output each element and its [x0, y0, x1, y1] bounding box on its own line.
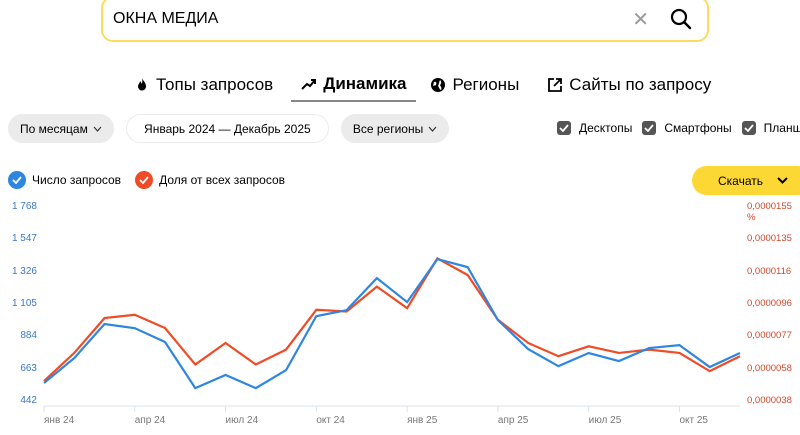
x-tick-label: апр 25	[497, 415, 529, 426]
tab-label: Сайты по запросу	[569, 75, 712, 94]
legend-item-share[interactable]: Доля от всех запросов	[135, 171, 285, 189]
filters: По месяцам Январь 2024 — Декабрь 2025 Вс…	[8, 114, 450, 143]
chart-legend: Число запросов Доля от всех запросов	[8, 171, 285, 189]
series-share-line	[43, 256, 741, 382]
tab-tops[interactable]: Топы запросов	[134, 74, 287, 102]
x-tick-label: янв 25	[407, 415, 438, 426]
checkbox-label: Десктопы	[579, 121, 633, 135]
y-tick-label: 0,0000135	[747, 233, 792, 245]
region-label: Все регионы	[352, 121, 424, 136]
checkbox-desktops[interactable]: Десктопы	[557, 121, 632, 135]
x-tick-label: июл 25	[588, 415, 622, 426]
y-tick-label: 0,0000058	[747, 362, 792, 374]
tabs: Топы запросов Динамика Регионы Сайты по …	[134, 74, 739, 102]
checkbox-label: Планшеты	[763, 121, 800, 135]
legend-item-queries[interactable]: Число запросов	[8, 171, 121, 189]
date-range-picker[interactable]: Январь 2024 — Декабрь 2025	[125, 114, 329, 143]
tab-label: Топы запросов	[156, 75, 274, 94]
y-tick-label: 0,0000155 %	[747, 201, 792, 223]
date-range-label: Январь 2024 — Декабрь 2025	[144, 121, 311, 136]
chevron-down-icon	[428, 126, 437, 132]
y-tick-label: 1 547	[11, 233, 37, 245]
tab-sites[interactable]: Сайты по запросу	[547, 74, 725, 102]
x-tick-label: апр 24	[134, 415, 166, 426]
tab-label: Регионы	[452, 75, 520, 94]
y-tick-label: 1 768	[11, 201, 37, 212]
fire-icon	[138, 78, 146, 91]
x-tick-label: янв 24	[44, 415, 75, 426]
checkbox-tablets[interactable]: Планшеты	[741, 121, 800, 135]
checkbox-checked-icon[interactable]	[741, 121, 756, 135]
y-tick-label: 442	[20, 395, 37, 406]
globe-icon	[431, 78, 446, 92]
download-label: Скачать	[718, 173, 763, 188]
x-tick-label: окт 24	[316, 415, 345, 426]
device-filters: Десктопы Смартфоны Планшеты	[557, 121, 800, 135]
x-tick-label: окт 25	[679, 415, 708, 426]
checkbox-smartphones[interactable]: Смартфоны	[642, 121, 732, 135]
period-group-label: По месяцам	[20, 121, 88, 136]
period-group-select[interactable]: По месяцам	[8, 114, 114, 143]
trend-icon	[301, 79, 317, 90]
external-link-icon	[548, 78, 563, 92]
chevron-down-icon	[93, 126, 102, 132]
check-icon[interactable]	[135, 171, 154, 189]
search-box[interactable]: ОКНА МЕДИА ✕	[101, 0, 709, 42]
x-tick-label: июл 24	[225, 415, 259, 426]
search-input[interactable]: ОКНА МЕДИА	[113, 10, 219, 27]
region-select[interactable]: Все регионы	[340, 114, 450, 143]
y-tick-label: 663	[20, 362, 37, 374]
y-tick-label: 0,0000116	[747, 265, 792, 277]
y-tick-label: 1 326	[11, 265, 37, 277]
download-button[interactable]: Скачать	[692, 166, 800, 195]
tab-dynamics[interactable]: Динамика	[291, 74, 417, 102]
chevron-down-icon	[777, 177, 788, 184]
checkbox-checked-icon[interactable]	[642, 121, 657, 135]
checkbox-label: Смартфоны	[664, 121, 732, 135]
check-icon[interactable]	[8, 171, 26, 189]
tab-regions[interactable]: Регионы	[430, 74, 533, 102]
y-tick-label: 0,0000038	[747, 395, 792, 406]
close-icon[interactable]: ✕	[632, 8, 649, 31]
y-tick-label: 1 105	[11, 298, 37, 309]
tab-label: Динамика	[323, 74, 407, 93]
y-tick-label: 884	[20, 330, 37, 342]
checkbox-checked-icon[interactable]	[557, 121, 571, 135]
y-tick-label: 0,0000096	[747, 298, 792, 309]
search-icon[interactable]	[669, 7, 693, 31]
legend-label: Доля от всех запросов	[159, 173, 285, 187]
y-tick-label: 0,0000077	[747, 330, 792, 342]
legend-label: Число запросов	[32, 173, 122, 187]
series-queries-line	[43, 257, 741, 390]
